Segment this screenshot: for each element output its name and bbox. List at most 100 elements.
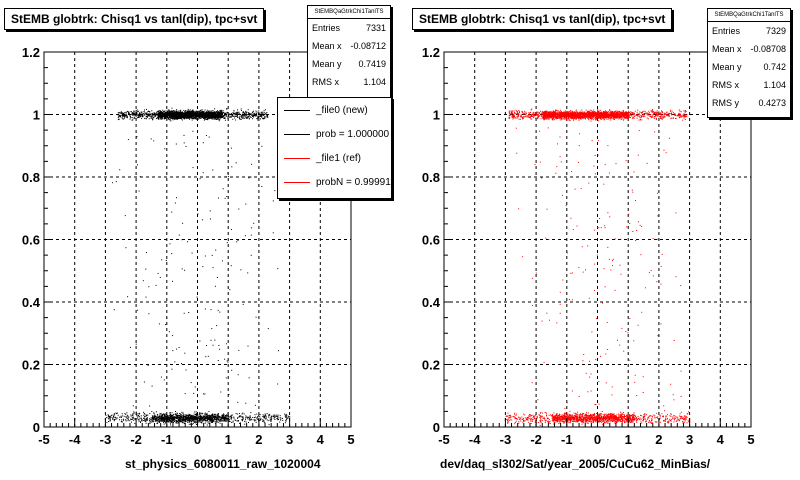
data-point	[111, 416, 113, 418]
data-point	[211, 422, 213, 423]
data-point	[148, 113, 150, 115]
data-point	[160, 418, 162, 420]
data-point	[183, 415, 185, 417]
data-point	[206, 117, 208, 118]
data-point	[184, 393, 186, 395]
data-point	[248, 416, 250, 418]
data-point	[164, 414, 165, 415]
data-point	[223, 417, 225, 418]
data-point	[199, 413, 201, 415]
data-point	[126, 110, 128, 112]
data-point	[218, 119, 220, 121]
data-point	[240, 116, 242, 118]
left-y-tick-label: 1.2	[22, 45, 40, 60]
data-point	[164, 416, 166, 418]
data-point	[205, 119, 207, 120]
data-point	[170, 113, 172, 115]
data-point	[239, 422, 241, 424]
data-point	[177, 113, 179, 114]
data-point	[189, 113, 191, 115]
data-point	[250, 234, 252, 236]
data-point	[207, 119, 209, 121]
data-point	[212, 414, 214, 416]
data-point	[164, 418, 166, 420]
data-point	[161, 259, 163, 261]
data-point	[193, 419, 195, 421]
data-point	[207, 116, 209, 118]
data-point	[237, 239, 239, 241]
data-point	[190, 382, 192, 384]
data-point	[268, 416, 270, 418]
data-point	[174, 416, 176, 417]
data-point	[176, 419, 177, 421]
data-point	[123, 419, 124, 421]
data-point	[192, 109, 194, 111]
data-point	[162, 419, 164, 421]
data-point	[192, 130, 194, 132]
data-point	[564, 111, 566, 113]
data-point	[267, 114, 268, 115]
left-x-tick-label: -2	[130, 432, 142, 447]
data-point	[174, 110, 176, 112]
data-point	[195, 118, 197, 120]
data-point	[134, 422, 136, 424]
data-point	[200, 422, 202, 423]
data-point	[212, 413, 214, 415]
data-point	[115, 181, 117, 183]
data-point	[129, 346, 131, 348]
data-point	[178, 416, 180, 418]
data-point	[171, 116, 173, 117]
data-point	[216, 421, 218, 423]
data-point	[141, 419, 143, 421]
data-point	[171, 420, 173, 422]
data-point	[139, 114, 141, 116]
data-point	[261, 111, 263, 113]
data-point	[179, 419, 181, 421]
data-point	[207, 418, 209, 420]
data-point	[195, 112, 196, 114]
data-point	[192, 418, 194, 420]
data-point	[236, 117, 238, 118]
data-point	[161, 116, 163, 118]
data-point	[178, 415, 180, 417]
data-point	[189, 417, 191, 418]
data-point	[157, 272, 159, 274]
data-point	[176, 110, 178, 112]
data-point	[214, 116, 216, 118]
data-point	[163, 418, 165, 420]
data-point	[272, 232, 274, 234]
data-point	[211, 417, 213, 419]
data-point	[129, 114, 131, 116]
data-point	[127, 420, 129, 422]
data-point	[152, 417, 153, 419]
data-point	[208, 112, 210, 114]
data-point	[139, 416, 141, 418]
data-point	[162, 415, 163, 416]
data-point	[187, 117, 189, 119]
data-point	[211, 414, 213, 416]
data-point	[123, 116, 125, 117]
data-point	[161, 116, 163, 118]
data-point	[159, 276, 161, 278]
data-point	[211, 115, 213, 117]
data-point	[254, 419, 256, 421]
data-point	[260, 112, 262, 114]
data-point	[169, 421, 171, 423]
data-point	[196, 417, 198, 419]
data-point	[209, 417, 211, 419]
data-point	[168, 112, 170, 114]
data-point	[230, 416, 232, 418]
data-point	[140, 115, 142, 116]
data-point	[254, 416, 256, 418]
data-point	[217, 110, 218, 112]
data-point	[275, 414, 277, 416]
data-point	[194, 112, 196, 114]
data-point	[190, 111, 192, 113]
data-point	[210, 420, 211, 422]
data-point	[263, 112, 265, 114]
data-point	[216, 325, 218, 327]
data-point	[124, 115, 126, 117]
data-point	[194, 111, 195, 113]
data-point	[200, 111, 202, 113]
data-point	[165, 111, 167, 113]
